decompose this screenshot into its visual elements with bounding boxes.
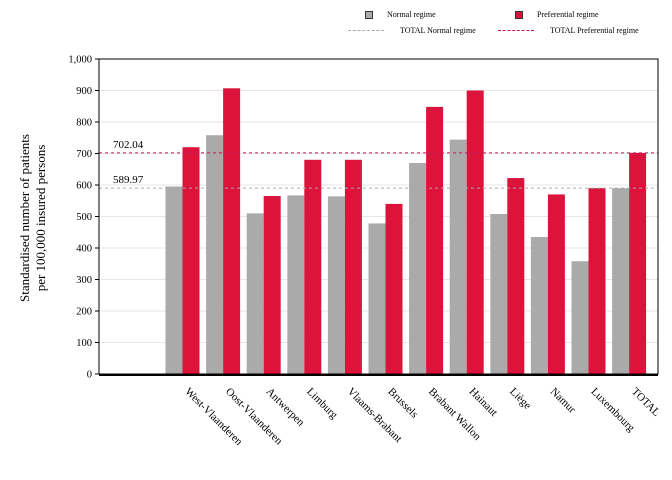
bar-normal — [612, 188, 630, 374]
y-tick-label: 500 — [76, 212, 92, 223]
x-tick-label: Brussels — [385, 386, 420, 421]
legend-dash-total-normal — [348, 30, 384, 31]
legend-swatch-preferential — [515, 10, 523, 19]
legend: Normal regime Preferential regime TOTAL … — [340, 8, 670, 40]
legend-item-preferential: Preferential regime — [515, 10, 599, 19]
bar-preferential — [182, 147, 200, 374]
y-tick-label: 0 — [87, 370, 92, 381]
bar-preferential — [304, 159, 322, 374]
bar-preferential — [223, 88, 241, 375]
bar-normal — [368, 223, 386, 374]
y-axis-label: Standardised number of patients per 100,… — [17, 134, 49, 302]
bar-preferential — [344, 159, 362, 374]
legend-item-normal: Normal regime — [365, 10, 436, 19]
bar-normal — [246, 213, 264, 374]
bar-normal — [409, 162, 427, 374]
y-tick-label: 900 — [76, 86, 92, 97]
y-tick-label: 1,000 — [68, 55, 92, 66]
y-axis-ticks: 0 100 200 300 400 500 600 700 800 900 1,000 — [68, 55, 99, 381]
bar-normal — [490, 213, 508, 374]
bar-preferential — [629, 152, 647, 374]
y-axis-label-line-2: per 100,000 insured persons — [33, 144, 48, 292]
legend-label-total-normal: TOTAL Normal regime — [400, 26, 476, 35]
bar-normal — [206, 135, 224, 374]
y-tick-label: 400 — [76, 244, 92, 255]
bars — [165, 88, 647, 375]
y-axis-label-line-1: Standardised number of patients — [17, 134, 32, 302]
legend-swatch-normal — [365, 10, 373, 19]
y-tick-label: 700 — [76, 149, 92, 160]
bar-normal — [571, 261, 589, 374]
bar-preferential — [507, 178, 525, 374]
bar-normal — [287, 195, 305, 374]
y-tick-label: 600 — [76, 181, 92, 192]
y-tick-label: 100 — [76, 338, 92, 349]
bar-preferential — [263, 196, 281, 374]
bar-preferential — [426, 106, 444, 374]
x-axis-ticks: West-VlaanderenOost-VlaanderenAntwerpenL… — [182, 386, 662, 449]
legend-dash-total-preferential — [498, 30, 534, 31]
x-tick-label: TOTAL — [629, 386, 662, 419]
y-tick-label: 200 — [76, 307, 92, 318]
reference-lines: 589.97 702.04 — [99, 139, 658, 189]
legend-item-total-normal: TOTAL Normal regime — [348, 26, 476, 35]
bar-preferential — [466, 90, 484, 374]
bar-preferential — [385, 203, 403, 374]
bar-preferential — [588, 188, 606, 374]
reference-label-total-preferential: 702.04 — [113, 139, 144, 151]
legend-label-total-preferential: TOTAL Preferential regime — [550, 26, 639, 35]
x-tick-label: Liège — [507, 386, 533, 412]
legend-label-preferential: Preferential regime — [537, 10, 599, 19]
reference-label-total-normal: 589.97 — [113, 174, 144, 186]
x-tick-label: Namur — [548, 386, 578, 416]
bar-normal — [449, 139, 467, 374]
bar-preferential — [547, 194, 565, 374]
legend-label-normal: Normal regime — [387, 10, 436, 19]
bar-normal — [165, 186, 183, 374]
x-tick-label: Limburg — [304, 386, 340, 422]
bar-normal — [327, 196, 345, 374]
x-tick-label: Antwerpen — [264, 386, 307, 429]
legend-item-total-preferential: TOTAL Preferential regime — [498, 26, 639, 35]
x-tick-label: Hainaut — [467, 386, 500, 419]
y-tick-label: 300 — [76, 275, 92, 286]
bar-normal — [530, 236, 548, 374]
y-tick-label: 800 — [76, 118, 92, 129]
